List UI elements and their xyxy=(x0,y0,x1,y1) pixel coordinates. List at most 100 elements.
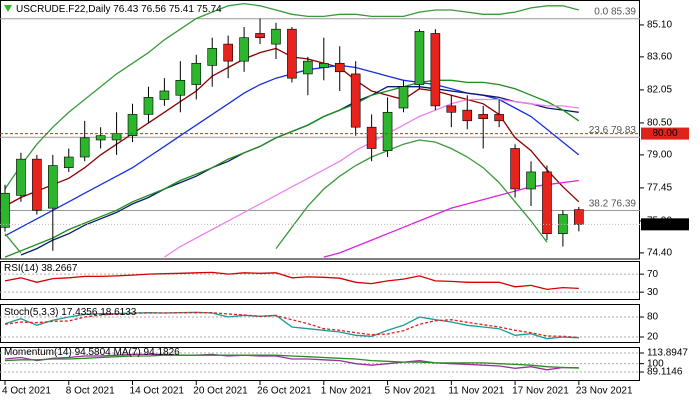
x-tick-label: 17 Nov 2021 xyxy=(512,386,569,397)
candle-body xyxy=(430,33,441,107)
y-tick-label: 113.8947 xyxy=(647,348,688,359)
x-tick-label: 5 Nov 2021 xyxy=(385,386,437,397)
candle-body xyxy=(334,62,345,73)
x-tick-label: 26 Oct 2021 xyxy=(257,386,312,397)
indicator-value: 38.2667 xyxy=(41,263,78,274)
indicator-line xyxy=(4,2,579,190)
candle-body xyxy=(191,62,202,85)
candle-body xyxy=(0,192,10,228)
indicator-value: 17.4356 xyxy=(61,307,98,318)
candle-body xyxy=(111,133,122,141)
alert-price-label: 80.00 xyxy=(652,128,677,139)
fib-label: 23.6 79.83 xyxy=(589,125,637,136)
candle-body xyxy=(32,158,42,211)
fib-label: 0.0 85.39 xyxy=(594,6,636,17)
candle-body xyxy=(318,62,329,68)
indicator-name: Stoch(5,3,3) xyxy=(4,307,58,318)
ohlc-close: 75.74 xyxy=(197,4,222,15)
stoch-panel-frame xyxy=(0,304,640,343)
candle-body xyxy=(223,43,233,62)
y-tick-label: 30 xyxy=(647,287,659,298)
symbol-icon xyxy=(4,5,12,12)
candle-body xyxy=(494,114,504,122)
indicator-line xyxy=(4,311,579,340)
current-price-label: 75.74 xyxy=(652,219,677,230)
candle-body xyxy=(95,135,106,141)
ohlc-open: 76.43 xyxy=(113,4,138,15)
candle-body xyxy=(127,114,138,137)
candle-body xyxy=(303,60,313,75)
fib-ratio: 0.0 xyxy=(594,6,608,17)
x-tick-label: 1 Nov 2021 xyxy=(321,386,373,397)
candle-body xyxy=(542,171,552,235)
indicator-line xyxy=(323,179,579,258)
indicator-header: Stoch(5,3,3) 17.4356 18.6133 xyxy=(4,307,137,318)
y-tick-label: 80.50 xyxy=(647,118,672,129)
indicator-name: MA(7) xyxy=(114,347,141,358)
main-panel-frame xyxy=(0,0,640,260)
alert-price-box xyxy=(641,127,689,140)
x-tick-label: 14 Oct 2021 xyxy=(130,386,185,397)
panel-plot xyxy=(0,271,640,293)
indicator-line xyxy=(4,271,579,291)
candle-body xyxy=(255,33,265,39)
indicator-value: 94.5804 xyxy=(75,347,112,358)
candle-body xyxy=(16,158,26,196)
panel-plot xyxy=(0,311,640,340)
candle-body xyxy=(63,156,74,168)
candle-body xyxy=(526,171,536,190)
y-tick-label: 70 xyxy=(647,269,659,280)
y-tick-label: 79.00 xyxy=(647,150,672,161)
y-tick-label: 89.1146 xyxy=(647,367,683,378)
candle-body xyxy=(398,86,409,109)
candle-body xyxy=(271,28,281,45)
current-price-box xyxy=(641,218,689,231)
y-tick-label: 82.05 xyxy=(647,85,672,96)
y-tick-label: 83.60 xyxy=(647,52,672,63)
x-tick-label: 8 Oct 2021 xyxy=(66,386,115,397)
candle-body xyxy=(382,111,393,151)
fib-ratio: 38.2 xyxy=(589,198,609,209)
ohlc-high: 76.56 xyxy=(141,4,166,15)
y-tick-label: 85.10 xyxy=(647,20,672,31)
indicator-header: Momentum(14) 94.5804 MA(7) 94.1826 xyxy=(4,347,180,358)
candle-body xyxy=(143,97,154,115)
candle-body xyxy=(414,31,425,85)
indicator-line xyxy=(4,79,580,258)
y-tick-label: 74.40 xyxy=(647,248,672,259)
candle-body xyxy=(366,126,377,149)
x-tick-label: 4 Oct 2021 xyxy=(2,386,51,397)
indicator-value: 94.1826 xyxy=(144,347,181,358)
fib-ratio: 23.6 xyxy=(589,125,609,136)
x-tick-label: 23 Nov 2021 xyxy=(576,386,633,397)
indicator-line xyxy=(4,353,579,371)
ohlc-low: 75.41 xyxy=(169,4,194,15)
y-tick-label: 77.45 xyxy=(647,183,672,194)
candle-body xyxy=(287,28,297,79)
symbol: USCRUDE.F22,Daily xyxy=(16,4,110,15)
y-tick-label: 80 xyxy=(647,312,659,323)
candle-body xyxy=(207,48,218,66)
indicator-line xyxy=(4,354,579,369)
indicator-line xyxy=(4,139,548,254)
rsi-panel-frame xyxy=(0,261,640,300)
x-tick-label: 20 Oct 2021 xyxy=(193,386,248,397)
candle-body xyxy=(510,148,520,190)
candle-body xyxy=(574,209,584,225)
panel-plot xyxy=(0,352,640,373)
candle-body xyxy=(558,214,568,235)
chart-header: USCRUDE.F22,Daily 76.43 76.56 75.41 75.7… xyxy=(16,4,222,15)
indicator-line xyxy=(4,312,579,339)
candle-body xyxy=(48,165,58,209)
fib-price: 79.83 xyxy=(611,125,636,136)
indicator-header: RSI(14) 38.2667 xyxy=(4,263,78,274)
x-tick-label: 11 Nov 2021 xyxy=(448,386,504,397)
panel-plot xyxy=(0,2,640,258)
indicator-name: RSI(14) xyxy=(4,263,38,274)
fib-label: 38.2 76.39 xyxy=(589,198,637,209)
indicator-value: 18.6133 xyxy=(100,307,137,318)
candle-body xyxy=(175,80,186,96)
candle-body xyxy=(446,105,457,113)
indicator-name: Momentum(14) xyxy=(4,347,72,358)
